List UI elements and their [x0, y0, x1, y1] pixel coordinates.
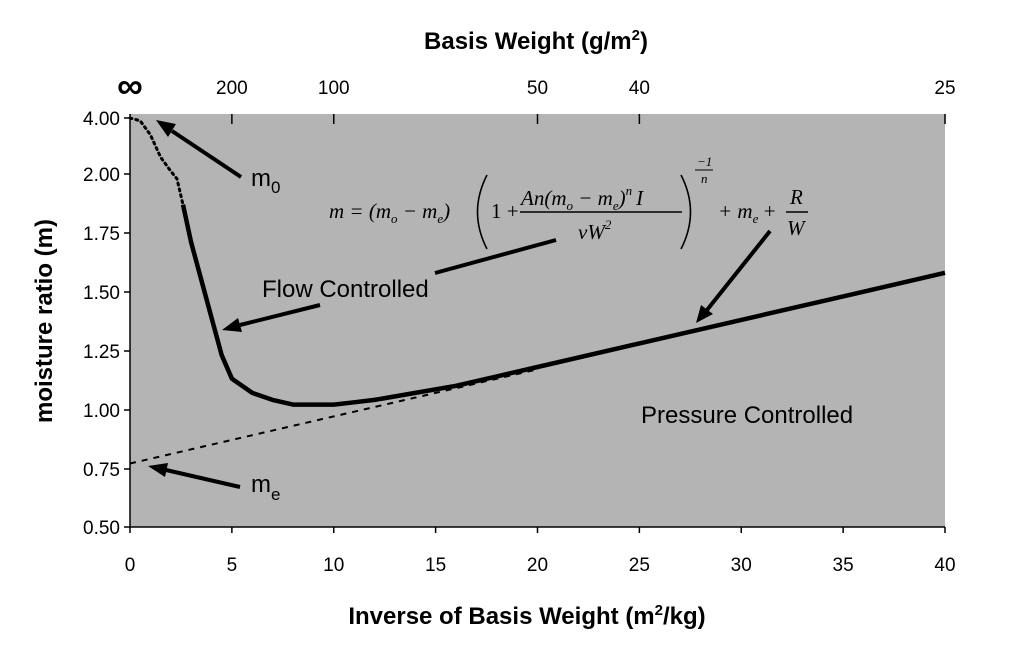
me-arrow-head [148, 463, 168, 477]
equation-one-plus: 1 + [491, 199, 519, 223]
flow-controlled-label: Flow Controlled [262, 276, 429, 303]
y-axis-title: moisture ratio (m) [31, 219, 58, 423]
x-tick-label: 10 [323, 555, 344, 576]
y-tick-label: 0.75 [83, 460, 120, 481]
x-tick-label: 15 [425, 555, 446, 576]
top-tick-label: 25 [934, 78, 955, 99]
m0-arrow [170, 129, 243, 179]
equation-lhs: m = (mo − me) [329, 199, 450, 226]
y-tick-label: 0.50 [83, 518, 120, 539]
equation-pointer-line [434, 238, 557, 275]
x-tick-label: 35 [833, 555, 854, 576]
x-tick-label: 30 [731, 555, 752, 576]
me-label: me [251, 471, 280, 504]
x-axis-title: Inverse of Basis Weight (m2/kg) [348, 602, 705, 630]
top-tick-label: 40 [629, 78, 650, 99]
me-arrow [165, 468, 241, 489]
x-tick-label: 40 [934, 555, 955, 576]
equation-outer-exp-num: −1 [697, 154, 712, 169]
y-tick-label: 1.00 [83, 401, 120, 422]
axes-layer: 4.00 2.00 1.75 1.50 1.25 1.00 0.75 0.500 5 10 15 20… [83, 65, 956, 576]
top-tick-label: 100 [318, 78, 350, 99]
top-tick-label: ∞ [117, 65, 143, 106]
pressure-arrow [705, 229, 772, 312]
flow-arrow-head [222, 318, 242, 332]
series-line-solid [180, 204, 946, 407]
top-axis-title: Basis Weight (g/m2) [424, 27, 648, 55]
equation-w: W [787, 216, 807, 240]
series-line-dotted [128, 116, 185, 207]
equation-r: R [789, 185, 803, 209]
m0-arrow-head [156, 120, 176, 137]
x-tick-label: 25 [629, 555, 650, 576]
equation-numerator: An(mo − me)n I [519, 183, 644, 213]
y-tick-label: 2.00 [83, 165, 120, 186]
top-tick-label: 200 [216, 78, 248, 99]
top-tick-label: 50 [527, 78, 548, 99]
equation: m = (mo − me) 1 + An(mo − me)n I νW2 −1 n… [329, 154, 808, 250]
equation-outer-exp-den: n [701, 171, 708, 186]
x-tick-label: 20 [527, 555, 548, 576]
y-tick-label: 1.25 [83, 342, 120, 363]
x-tick-label: 5 [227, 555, 238, 576]
pressure-arrow-head [696, 305, 713, 323]
equation-big-paren-left [476, 174, 488, 250]
flow-arrow [239, 303, 321, 327]
x-tick-label: 0 [125, 555, 136, 576]
y-tick-label: 1.75 [83, 224, 120, 245]
series-layer [128, 116, 946, 465]
y-tick-label: 1.50 [83, 283, 120, 304]
equation-tail: + me + [718, 199, 777, 226]
equation-denominator: νW2 [578, 217, 612, 244]
y-tick-label: 4.00 [83, 109, 120, 130]
equation-big-paren-right [680, 174, 692, 250]
m0-label: m0 [251, 165, 280, 197]
series-line-dashed [129, 368, 538, 465]
pressure-controlled-label: Pressure Controlled [641, 402, 853, 429]
